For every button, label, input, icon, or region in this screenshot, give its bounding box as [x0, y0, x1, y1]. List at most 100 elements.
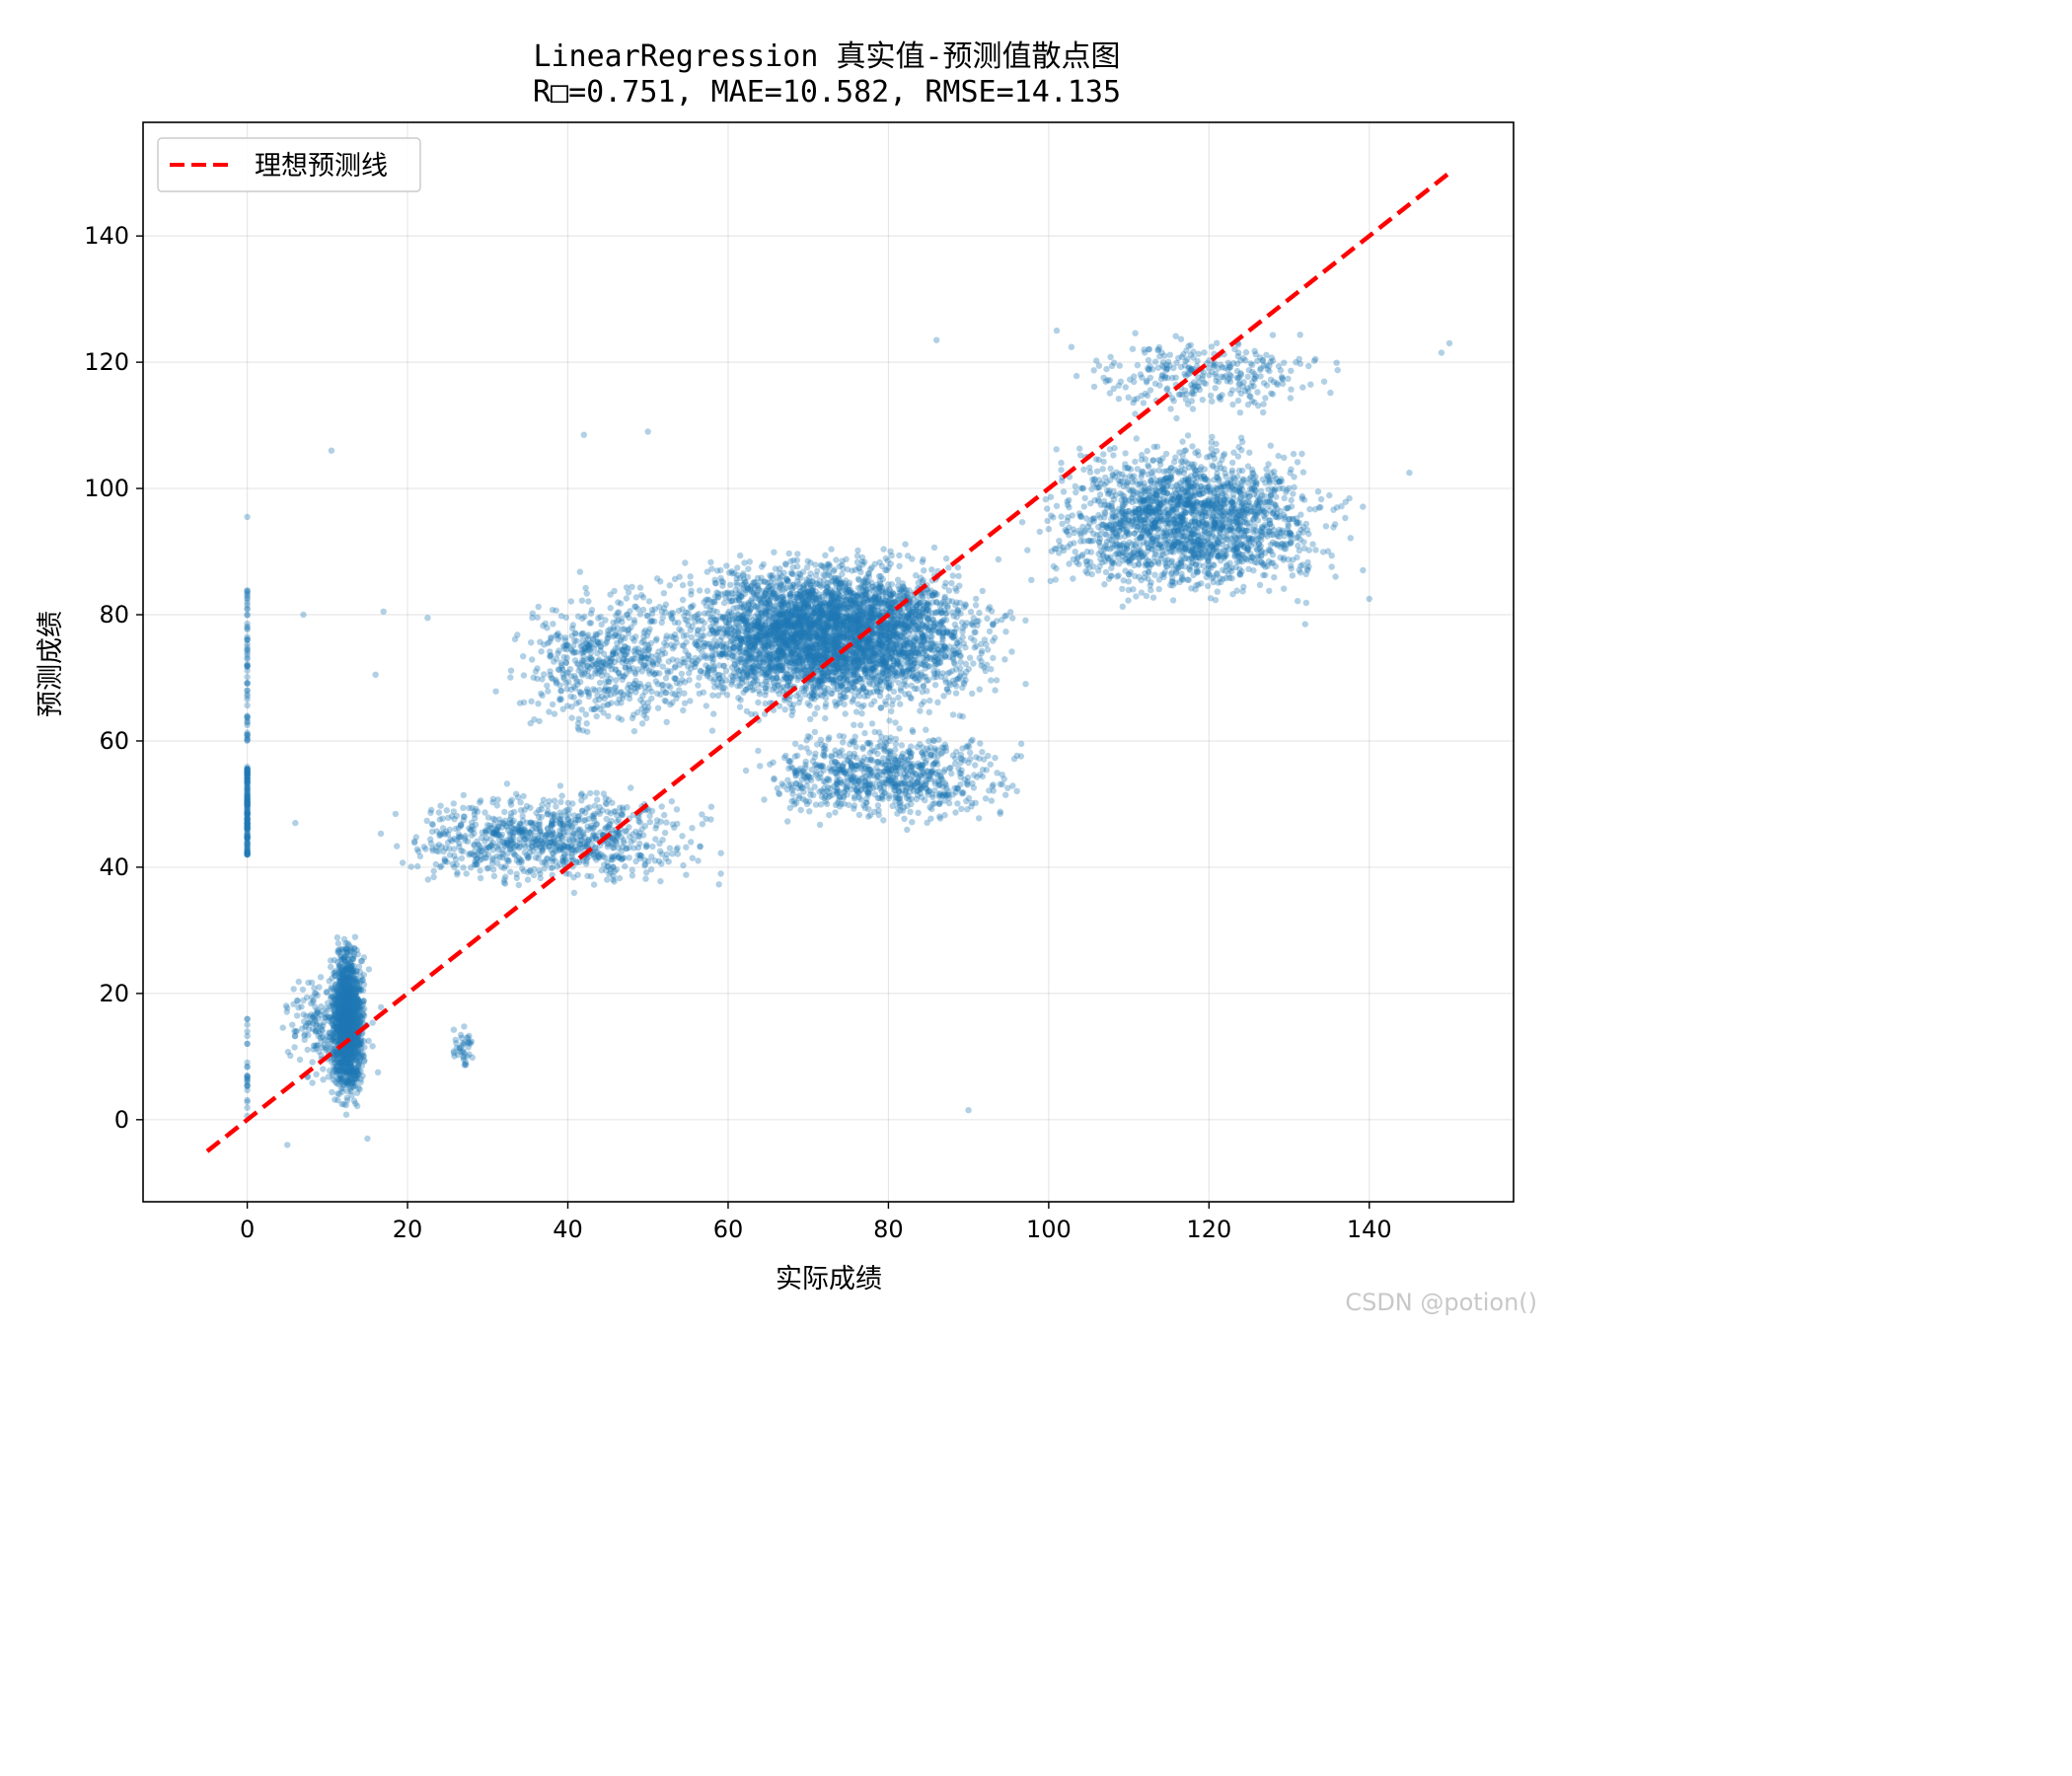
scatter-point: [696, 674, 703, 681]
scatter-point: [628, 784, 634, 791]
scatter-point: [337, 945, 345, 952]
scatter-point: [535, 813, 543, 821]
scatter-point: [244, 851, 251, 857]
scatter-point: [454, 871, 461, 878]
scatter-point: [626, 854, 632, 861]
scatter-point: [725, 569, 733, 576]
scatter-point: [990, 654, 997, 662]
scatter-point: [350, 982, 358, 989]
scatter-point: [348, 1031, 355, 1038]
scatter-point: [339, 1084, 346, 1092]
scatter-point: [344, 1004, 352, 1011]
scatter-point: [477, 874, 484, 882]
scatter-point: [341, 1009, 348, 1017]
scatter-point: [585, 826, 592, 834]
scatter-point: [347, 967, 354, 975]
scatter-point: [610, 876, 617, 883]
scatter-point: [348, 962, 355, 969]
scatter-point: [340, 953, 347, 960]
scatter-point: [658, 803, 665, 810]
scatter-point: [666, 845, 674, 851]
scatter-point: [609, 799, 616, 806]
scatter-point: [969, 690, 976, 698]
scatter-point: [347, 1023, 355, 1030]
scatter-point: [734, 564, 741, 571]
scatter-point: [358, 1016, 365, 1023]
scatter-point: [472, 815, 479, 822]
scatter-point: [529, 844, 536, 851]
scatter-point: [590, 881, 598, 888]
scatter-point: [339, 1057, 347, 1064]
scatter-point: [349, 1024, 356, 1031]
scatter-point: [327, 957, 334, 964]
scatter-point: [357, 1040, 364, 1048]
scatter-point: [374, 1069, 382, 1076]
scatter-point: [356, 968, 363, 976]
scatter-point: [349, 993, 356, 999]
scatter-point: [607, 810, 615, 817]
scatter-point: [505, 857, 512, 865]
scatter-point: [337, 1000, 344, 1008]
scatter-point: [461, 835, 469, 842]
scatter-point: [338, 1100, 345, 1108]
scatter-point: [429, 821, 436, 829]
scatter-point: [359, 1011, 366, 1018]
scatter-point: [594, 796, 601, 803]
scatter-point: [507, 813, 514, 821]
scatter-point: [244, 1021, 251, 1028]
scatter-point: [652, 836, 659, 843]
scatter-point: [450, 846, 458, 852]
scatter-point: [532, 854, 540, 861]
scatter-point: [342, 979, 349, 986]
scatter-point: [673, 806, 681, 813]
scatter-point: [347, 1050, 354, 1057]
scatter-point: [333, 934, 341, 941]
scatter-point: [359, 976, 366, 984]
scatter-point: [333, 1012, 341, 1020]
scatter-point: [610, 863, 617, 870]
scatter-point: [589, 832, 597, 839]
scatter-point: [340, 1064, 347, 1071]
scatter-point: [343, 973, 350, 980]
scatter-point: [338, 1011, 345, 1018]
scatter-point: [336, 1075, 343, 1083]
scatter-point: [560, 843, 567, 850]
scatter-point: [642, 875, 649, 882]
scatter-point: [437, 831, 444, 839]
scatter-point: [616, 829, 623, 837]
scatter-point: [341, 994, 348, 1000]
scatter-point: [465, 1034, 472, 1042]
scatter-point: [312, 1042, 319, 1049]
scatter-point: [500, 864, 508, 872]
scatter-point: [354, 1018, 361, 1025]
scatter-point: [355, 963, 363, 970]
scatter-point: [244, 1104, 251, 1111]
scatter-point: [350, 967, 357, 975]
scatter-point: [329, 1088, 335, 1096]
scatter-point: [244, 702, 251, 709]
scatter-point: [661, 811, 668, 819]
scatter-point: [343, 978, 350, 985]
scatter-point: [548, 864, 555, 871]
scatter-point: [346, 1085, 354, 1092]
scatter-point: [244, 1040, 251, 1048]
scatter-point: [493, 826, 500, 833]
scatter-point: [244, 1015, 251, 1023]
scatter-point: [343, 967, 350, 974]
scatter-point: [329, 975, 335, 982]
scatter-point: [345, 963, 352, 970]
scatter-point: [538, 806, 545, 813]
scatter-point: [350, 1045, 358, 1052]
scatter-point: [655, 857, 663, 864]
scatter-point: [336, 1074, 344, 1082]
scatter-point: [450, 1026, 458, 1033]
scatter-point: [369, 1043, 376, 1050]
scatter-point: [346, 1045, 353, 1053]
scatter-point: [338, 1027, 345, 1034]
scatter-point: [336, 1030, 343, 1037]
scatter-point: [344, 1017, 352, 1024]
scatter-point: [638, 826, 645, 833]
scatter-point: [310, 1019, 317, 1027]
scatter-point: [546, 797, 553, 805]
scatter-point: [317, 1011, 324, 1018]
